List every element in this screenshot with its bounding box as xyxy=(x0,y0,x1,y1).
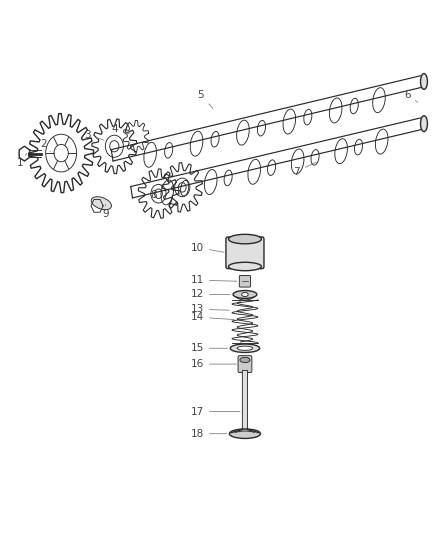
Text: 10: 10 xyxy=(191,243,224,253)
Ellipse shape xyxy=(233,290,257,298)
Ellipse shape xyxy=(91,197,112,209)
Ellipse shape xyxy=(420,116,427,132)
Text: 1: 1 xyxy=(17,154,27,168)
Ellipse shape xyxy=(420,74,427,90)
FancyBboxPatch shape xyxy=(226,237,264,269)
Text: 8: 8 xyxy=(150,190,162,200)
Ellipse shape xyxy=(229,262,261,271)
Text: 15: 15 xyxy=(191,343,227,353)
Ellipse shape xyxy=(230,344,260,352)
FancyBboxPatch shape xyxy=(239,276,251,287)
Text: 2: 2 xyxy=(41,139,50,151)
Text: 12: 12 xyxy=(191,289,230,300)
Text: 7: 7 xyxy=(293,162,316,176)
Ellipse shape xyxy=(237,346,253,350)
Text: 4: 4 xyxy=(111,124,130,134)
Ellipse shape xyxy=(230,429,261,439)
Text: 16: 16 xyxy=(191,359,237,369)
Text: 13: 13 xyxy=(191,304,229,314)
Text: 18: 18 xyxy=(191,429,226,439)
Text: 11: 11 xyxy=(191,275,237,285)
Text: 14: 14 xyxy=(191,312,234,322)
Ellipse shape xyxy=(229,235,261,244)
Text: 17: 17 xyxy=(191,407,240,417)
FancyBboxPatch shape xyxy=(242,370,247,433)
Ellipse shape xyxy=(240,357,250,362)
Text: 3: 3 xyxy=(84,130,104,140)
Text: 6: 6 xyxy=(404,90,418,102)
Ellipse shape xyxy=(242,292,248,296)
Text: 5: 5 xyxy=(198,90,213,108)
FancyBboxPatch shape xyxy=(238,356,252,373)
Text: 9: 9 xyxy=(102,204,109,219)
